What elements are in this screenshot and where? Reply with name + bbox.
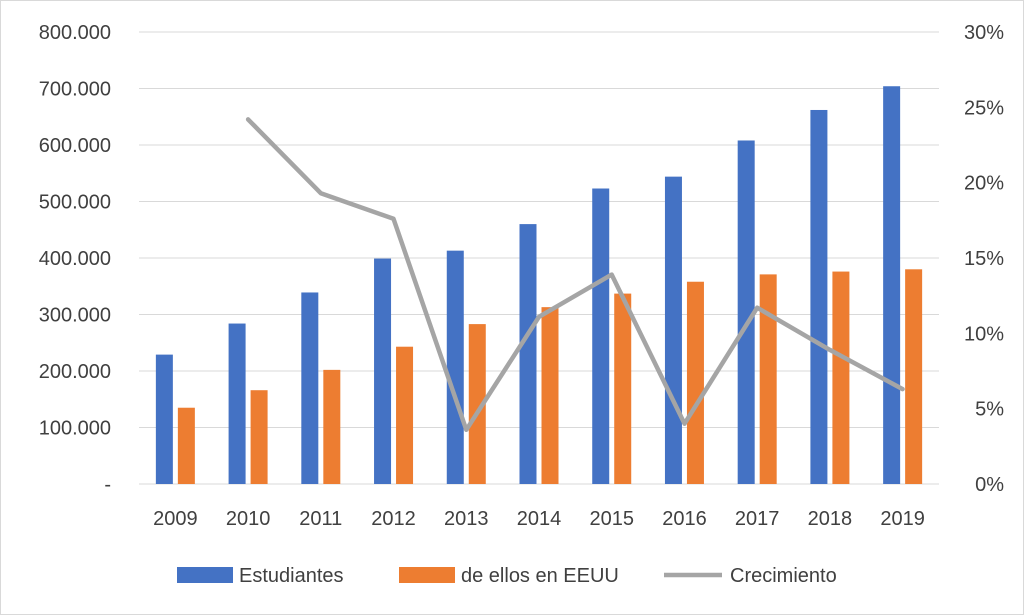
bar	[541, 307, 559, 484]
right-tick-label: 30%	[964, 22, 1004, 44]
bar	[396, 346, 414, 484]
legend-label: Crecimiento	[730, 565, 837, 587]
right-tick-label: 0%	[975, 474, 1004, 496]
bar	[614, 293, 632, 484]
x-axis-labels: 2009 2010 2011 2012 2013 2014 2015 2016 2017 2018…	[153, 508, 925, 530]
bar	[468, 324, 486, 484]
bar	[250, 390, 268, 484]
legend-estudiantes: Estudiantes	[177, 565, 344, 587]
bar	[519, 224, 537, 484]
bar	[301, 292, 319, 484]
right-tick-label: 10%	[964, 323, 1004, 345]
x-tick-label: 2010	[226, 508, 271, 530]
bars	[155, 86, 923, 485]
x-tick-label: 2015	[589, 508, 634, 530]
x-tick-label: 2012	[371, 508, 416, 530]
bar	[323, 369, 341, 484]
left-tick-label: 100.000	[39, 418, 111, 440]
left-tick-label: 300.000	[39, 305, 111, 327]
x-tick-label: 2009	[153, 508, 198, 530]
left-tick-label: 800.000	[39, 22, 111, 44]
x-tick-label: 2016	[662, 508, 707, 530]
right-tick-label: 15%	[964, 248, 1004, 270]
series-eeuu-bars	[177, 269, 923, 484]
bar	[664, 176, 682, 484]
bar	[446, 250, 464, 484]
growth-line-layer	[245, 117, 905, 433]
bar	[905, 269, 923, 484]
x-tick-label: 2019	[880, 508, 925, 530]
right-axis-labels: 0% 5% 10% 15% 20% 25% 30%	[964, 22, 1004, 496]
bar	[737, 140, 755, 485]
bar	[592, 188, 610, 484]
left-tick-label: 600.000	[39, 135, 111, 157]
bar	[686, 281, 704, 484]
legend-swatch	[177, 567, 233, 583]
legend-crecimiento: Crecimiento	[664, 565, 837, 587]
growth-line	[245, 117, 905, 433]
left-tick-label: 400.000	[39, 248, 111, 270]
left-tick-label: 200.000	[39, 361, 111, 383]
legend-label: Estudiantes	[239, 565, 344, 587]
legend-label: de ellos en EEUU	[461, 565, 619, 587]
x-tick-label: 2011	[299, 508, 342, 530]
legend: Estudiantes de ellos en EEUU Crecimiento	[177, 565, 837, 587]
bar	[810, 109, 828, 484]
bar	[883, 86, 901, 485]
right-tick-label: 25%	[964, 97, 1004, 119]
series-estudiantes-bars	[155, 86, 901, 485]
left-axis-labels: - 100.000 200.000 300.000 400.000 500.000 600.…	[39, 22, 111, 496]
x-tick-label: 2018	[808, 508, 853, 530]
right-tick-label: 20%	[964, 173, 1004, 195]
left-tick-label: 700.000	[39, 79, 111, 101]
bar	[228, 323, 246, 484]
right-tick-label: 5%	[975, 399, 1004, 421]
x-tick-label: 2017	[735, 508, 780, 530]
legend-swatch	[399, 567, 455, 583]
left-tick-label: -	[104, 474, 111, 496]
bar	[832, 271, 850, 484]
bar	[374, 258, 392, 484]
legend-eeuu: de ellos en EEUU	[399, 565, 619, 587]
left-tick-label: 500.000	[39, 192, 111, 214]
bar	[759, 274, 777, 484]
bar	[177, 407, 195, 484]
bar	[155, 354, 173, 484]
x-tick-label: 2013	[444, 508, 489, 530]
x-tick-label: 2014	[517, 508, 562, 530]
